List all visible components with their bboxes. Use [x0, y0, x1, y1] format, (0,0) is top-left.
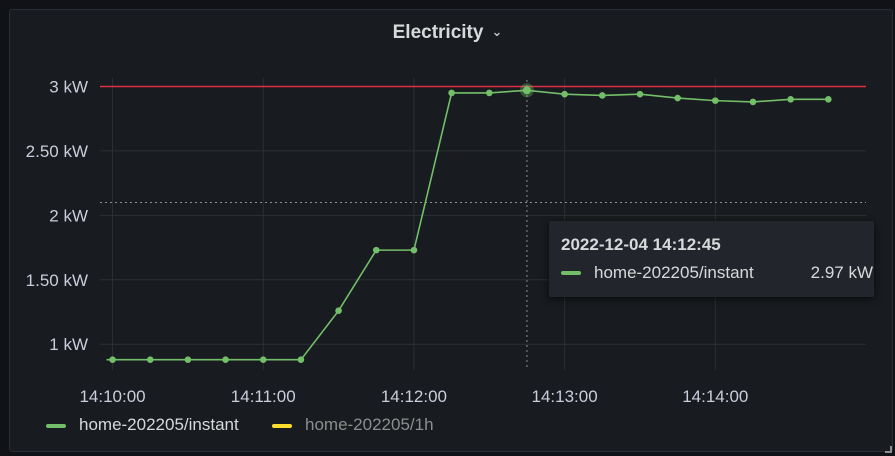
resize-handle-icon[interactable] — [885, 446, 892, 453]
data-point — [825, 96, 832, 103]
legend-label-instant: home-202205/instant — [79, 415, 239, 434]
legend-swatch-instant — [46, 424, 66, 428]
legend-label-1h: home-202205/1h — [305, 415, 434, 434]
series-line-instant — [112, 89, 829, 361]
data-point — [410, 246, 418, 254]
y-tick-label: 2 kW — [49, 206, 88, 225]
data-point — [712, 97, 719, 104]
tooltip-series-name: home-202205/instant — [594, 263, 754, 282]
data-point — [372, 246, 380, 254]
data-point — [297, 356, 305, 363]
x-tick-label: 14:13:00 — [532, 387, 598, 406]
panel-title-text: Electricity — [392, 22, 484, 43]
data-point — [146, 356, 154, 363]
y-tick-label: 2.50 kW — [26, 142, 88, 161]
data-point — [561, 90, 568, 98]
y-tick-label: 3 kW — [49, 77, 88, 96]
hover-point — [522, 86, 531, 95]
data-point — [222, 356, 229, 363]
y-tick-label: 1 kW — [49, 335, 88, 354]
panel-title[interactable]: Electricity ⌄ — [0, 22, 895, 44]
data-point — [485, 89, 493, 97]
data-point — [448, 89, 455, 97]
tooltip-series-swatch — [561, 271, 581, 275]
data-point — [259, 356, 267, 363]
x-tick-label: 14:10:00 — [79, 387, 145, 406]
legend-swatch-1h — [272, 424, 292, 428]
data-point — [598, 92, 606, 99]
x-tick-label: 14:14:00 — [682, 387, 748, 406]
chevron-down-icon[interactable]: ⌄ — [491, 24, 503, 39]
tooltip: 2022-12-04 14:12:45 home-202205/instant … — [549, 221, 874, 297]
x-tick-label: 14:12:00 — [381, 387, 447, 406]
data-point — [749, 98, 757, 106]
y-tick-label: 1.50 kW — [26, 271, 88, 290]
data-point — [787, 96, 794, 103]
data-point — [636, 90, 644, 98]
tooltip-series-value: 2.97 kW — [810, 263, 873, 282]
data-point — [674, 94, 681, 102]
data-point — [335, 307, 342, 315]
data-point — [184, 356, 192, 363]
x-tick-label: 14:11:00 — [231, 387, 296, 406]
tooltip-time: 2022-12-04 14:12:45 — [561, 235, 721, 254]
data-point — [109, 356, 116, 363]
